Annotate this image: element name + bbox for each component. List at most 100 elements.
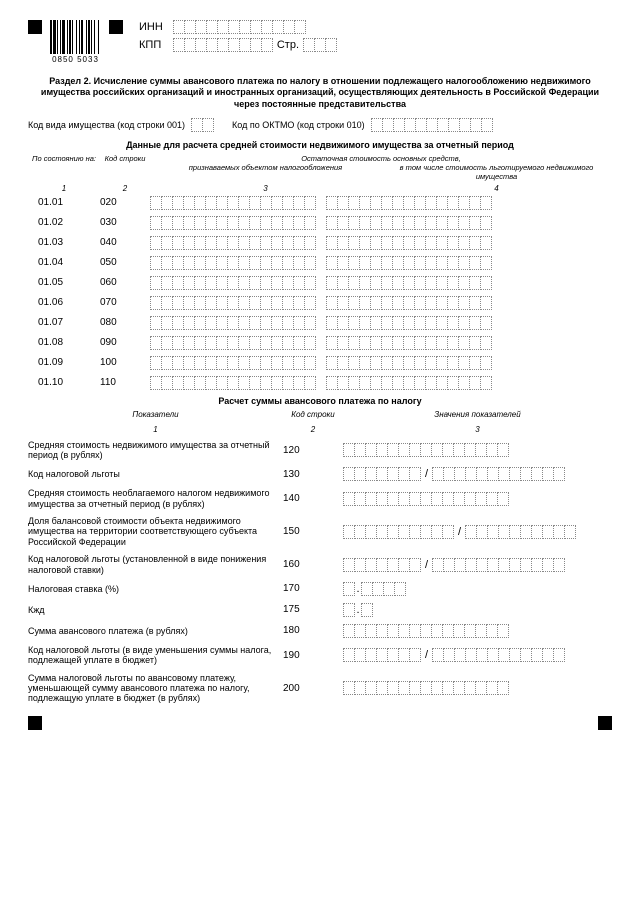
calc-code: 180 (283, 625, 343, 636)
calc-title: Расчет суммы авансового платежа по налог… (28, 396, 612, 406)
row-date: 01.02 (28, 217, 100, 228)
calc-code: 120 (283, 445, 343, 456)
table-row: 01.03 040 (28, 236, 612, 250)
property-code-cells[interactable] (191, 118, 214, 132)
header-fields: ИНН КПП Стр. (139, 20, 337, 56)
row-date: 01.09 (28, 357, 100, 368)
th-top: Остаточная стоимость основных средств, (150, 154, 612, 163)
table-row: 01.07 080 (28, 316, 612, 330)
calc-row: Кжд 175 . (28, 603, 612, 617)
calc-value[interactable]: . (343, 603, 612, 617)
oktmo-label: Код по ОКТМО (код строки 010) (232, 120, 365, 130)
calc-label: Кжд (28, 605, 283, 615)
kpp-cells[interactable] (173, 38, 273, 52)
row-code: 050 (100, 257, 150, 268)
thn3: 3 (150, 184, 381, 193)
calc-code: 130 (283, 469, 343, 480)
ch-label: Показатели (28, 410, 283, 419)
calc-label: Код налоговой льготы (установленной в ви… (28, 554, 283, 575)
inn-cells[interactable] (173, 20, 306, 34)
row-code: 090 (100, 337, 150, 348)
oktmo-cells[interactable] (371, 118, 493, 132)
table-row: 01.02 030 (28, 216, 612, 230)
row-date: 01.04 (28, 257, 100, 268)
calc-code: 190 (283, 650, 343, 661)
row-code: 100 (100, 357, 150, 368)
calc-value[interactable]: / (343, 648, 612, 662)
value-cells[interactable] (150, 356, 316, 370)
value-cells[interactable] (150, 256, 316, 270)
row-date: 01.05 (28, 277, 100, 288)
calc-label: Сумма авансового платежа (в рублях) (28, 626, 283, 636)
value-cells[interactable] (150, 336, 316, 350)
row-code: 020 (100, 197, 150, 208)
value-cells[interactable] (326, 376, 492, 390)
value-cells[interactable] (150, 316, 316, 330)
value-cells[interactable] (150, 276, 316, 290)
table-row: 01.04 050 (28, 256, 612, 270)
value-cells[interactable] (326, 236, 492, 250)
row-date: 01.07 (28, 317, 100, 328)
calc-code: 175 (283, 604, 343, 615)
calc-value[interactable]: / (343, 558, 612, 572)
table-row: 01.10 110 (28, 376, 612, 390)
value-cells[interactable] (326, 216, 492, 230)
calc-value[interactable]: / (343, 525, 612, 539)
thn2: 2 (100, 184, 150, 193)
calc-value[interactable] (343, 443, 612, 457)
marker-square (109, 20, 123, 34)
calc-code: 200 (283, 683, 343, 694)
value-cells[interactable] (326, 316, 492, 330)
calc-code: 170 (283, 583, 343, 594)
chn3: 3 (343, 425, 612, 434)
kpp-label: КПП (139, 39, 173, 51)
value-cells[interactable] (326, 276, 492, 290)
value-cells[interactable] (326, 196, 492, 210)
th-col4: в том числе стоимость льготируемого недв… (381, 163, 612, 181)
calc-value[interactable] (343, 492, 612, 506)
calc-value[interactable]: / (343, 467, 612, 481)
calc-label: Налоговая ставка (%) (28, 584, 283, 594)
row-code: 030 (100, 217, 150, 228)
calc-value[interactable] (343, 681, 612, 695)
marker-square (28, 716, 42, 730)
row-date: 01.10 (28, 377, 100, 388)
marker-square (598, 716, 612, 730)
table-row: 01.01 020 (28, 196, 612, 210)
calc-value[interactable] (343, 624, 612, 638)
calc-value[interactable]: . (343, 582, 612, 596)
value-cells[interactable] (326, 296, 492, 310)
table-row: 01.06 070 (28, 296, 612, 310)
value-cells[interactable] (150, 376, 316, 390)
value-cells[interactable] (150, 236, 316, 250)
thn1: 1 (28, 184, 100, 193)
row-code: 080 (100, 317, 150, 328)
th-date: По состоянию на: (28, 154, 100, 181)
calc-label: Средняя стоимость недвижимого имущества … (28, 440, 283, 461)
calc-label: Сумма налоговой льготы по авансовому пла… (28, 673, 283, 704)
value-cells[interactable] (150, 296, 316, 310)
row-code: 070 (100, 297, 150, 308)
footer (28, 716, 612, 730)
calc-row: Сумма налоговой льготы по авансовому пла… (28, 673, 612, 704)
marker-square (28, 20, 42, 34)
calc-row: Средняя стоимость необлагаемого налогом … (28, 488, 612, 509)
calc-code: 140 (283, 493, 343, 504)
row-date: 01.06 (28, 297, 100, 308)
header-row: 0850 5033 ИНН КПП Стр. (28, 20, 612, 64)
barcode: 0850 5033 (50, 20, 101, 64)
row-code: 110 (100, 377, 150, 388)
value-cells[interactable] (326, 336, 492, 350)
barcode-number: 0850 5033 (52, 55, 99, 64)
value-cells[interactable] (150, 216, 316, 230)
calc-row: Код налоговой льготы 130 / (28, 467, 612, 481)
calc-row: Налоговая ставка (%) 170 . (28, 582, 612, 596)
page-label: Стр. (273, 39, 303, 51)
value-cells[interactable] (326, 256, 492, 270)
table-title: Данные для расчета средней стоимости нед… (28, 140, 612, 150)
calc-label: Доля балансовой стоимости объекта недвиж… (28, 516, 283, 547)
value-cells[interactable] (150, 196, 316, 210)
value-cells[interactable] (326, 356, 492, 370)
ch-code: Код строки (283, 410, 343, 419)
page-cells[interactable] (303, 38, 337, 52)
